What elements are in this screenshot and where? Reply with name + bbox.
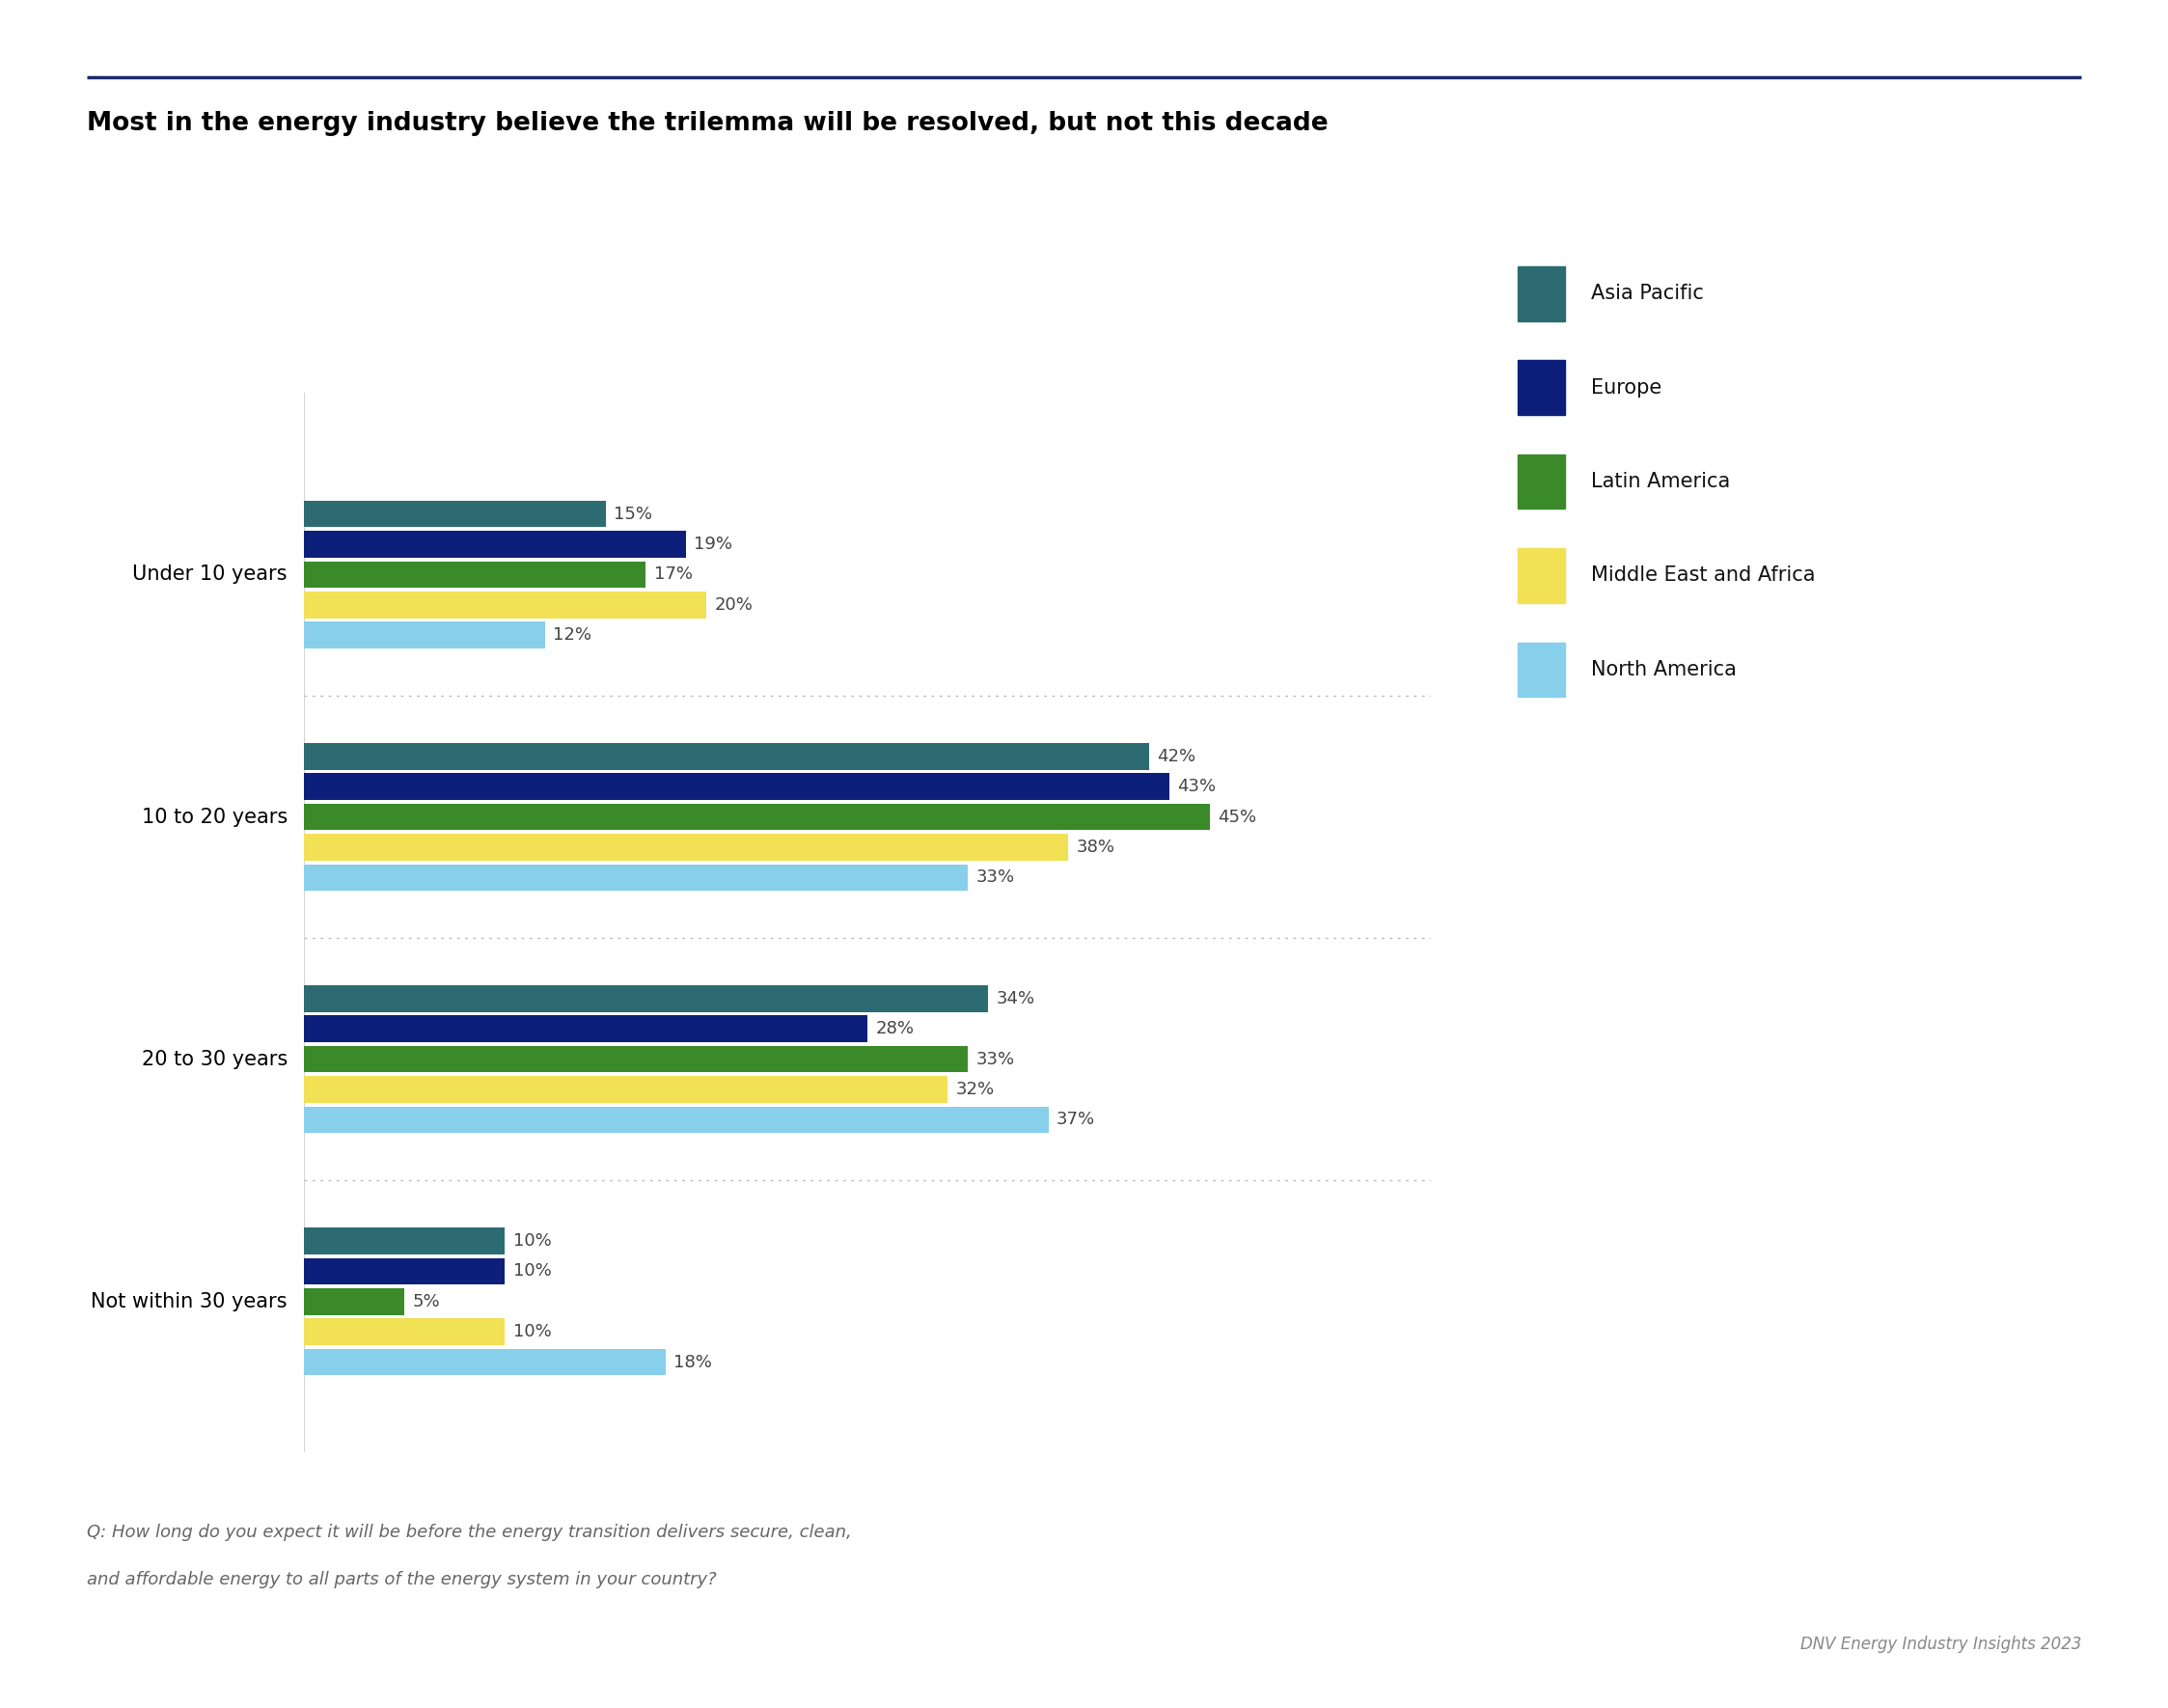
Bar (304, 1257, 505, 1284)
Bar (304, 591, 707, 618)
Text: Europe: Europe (1591, 377, 1663, 398)
Text: Q: How long do you expect it will be before the energy transition delivers secur: Q: How long do you expect it will be bef… (87, 1524, 852, 1541)
Text: 19%: 19% (694, 536, 733, 553)
Bar (304, 743, 1149, 770)
Text: 10%: 10% (514, 1231, 551, 1250)
Text: North America: North America (1591, 659, 1737, 680)
Bar (304, 864, 967, 892)
Text: 18%: 18% (674, 1353, 713, 1372)
Text: 10%: 10% (514, 1262, 551, 1279)
Text: 38%: 38% (1077, 839, 1114, 856)
Text: 42%: 42% (1158, 748, 1197, 765)
Text: 20%: 20% (713, 596, 752, 613)
Bar (304, 1349, 666, 1375)
Bar (304, 803, 1210, 830)
Text: 15%: 15% (614, 506, 653, 523)
Bar (304, 1107, 1049, 1132)
Text: 28%: 28% (876, 1020, 915, 1038)
Text: 32%: 32% (956, 1081, 995, 1098)
Bar (304, 622, 544, 649)
Text: 10%: 10% (514, 1324, 551, 1341)
Text: DNV Energy Industry Insights 2023: DNV Energy Industry Insights 2023 (1799, 1636, 2081, 1653)
Text: Latin America: Latin America (1591, 471, 1730, 492)
Text: Middle East and Africa: Middle East and Africa (1591, 565, 1815, 586)
Text: 33%: 33% (976, 869, 1015, 886)
Bar (304, 1045, 967, 1073)
Bar (304, 500, 605, 528)
Text: 17%: 17% (655, 565, 692, 582)
Text: 45%: 45% (1218, 808, 1255, 825)
Bar (304, 1288, 403, 1315)
Bar (304, 1076, 947, 1103)
Text: 12%: 12% (553, 627, 592, 644)
Text: Asia Pacific: Asia Pacific (1591, 284, 1704, 304)
Text: 33%: 33% (976, 1050, 1015, 1068)
Bar (304, 1319, 505, 1346)
Bar (304, 986, 989, 1011)
Text: and affordable energy to all parts of the energy system in your country?: and affordable energy to all parts of th… (87, 1571, 715, 1588)
Bar (304, 1016, 867, 1042)
Bar (304, 1228, 505, 1254)
Text: Most in the energy industry believe the trilemma will be resolved, but not this : Most in the energy industry believe the … (87, 111, 1329, 137)
Text: 34%: 34% (995, 991, 1034, 1008)
Text: 5%: 5% (412, 1293, 440, 1310)
Bar (304, 531, 685, 557)
Text: 43%: 43% (1177, 777, 1216, 796)
Bar (304, 562, 646, 588)
Text: 37%: 37% (1056, 1112, 1095, 1129)
Bar (304, 774, 1169, 799)
Bar (304, 834, 1069, 861)
